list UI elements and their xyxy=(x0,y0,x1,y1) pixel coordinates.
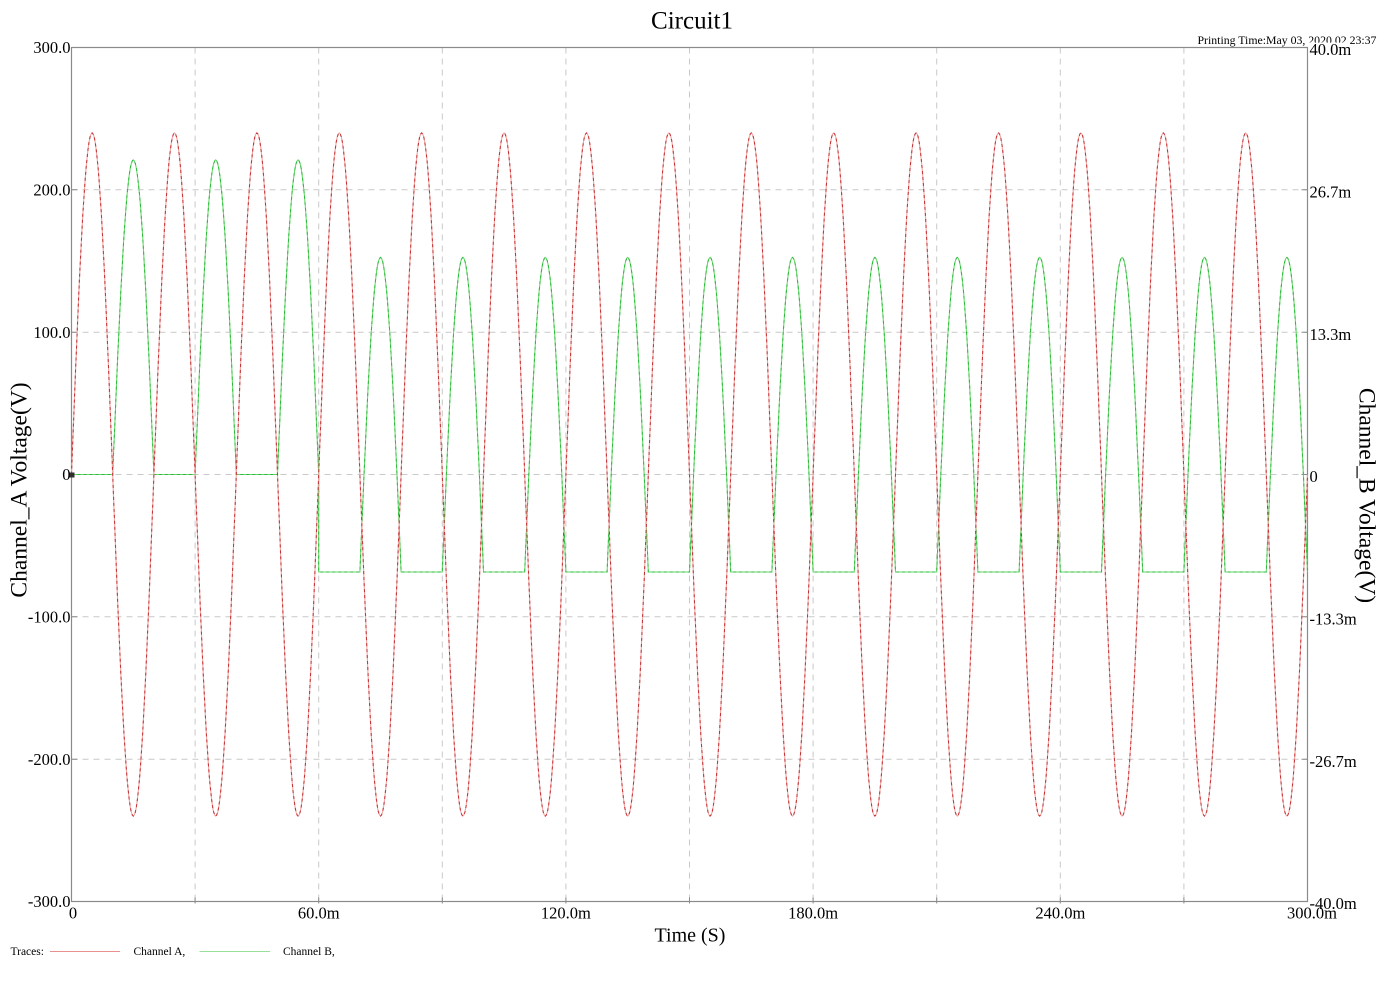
svg-text:-40.0m: -40.0m xyxy=(1310,894,1357,913)
svg-text:Circuit1: Circuit1 xyxy=(651,8,733,35)
svg-text:Time (S): Time (S) xyxy=(655,925,726,947)
svg-text:240.0m: 240.0m xyxy=(1035,904,1085,923)
svg-text:-200.0: -200.0 xyxy=(28,750,71,769)
svg-text:-13.3m: -13.3m xyxy=(1310,609,1357,628)
svg-text:40.0m: 40.0m xyxy=(1310,40,1352,59)
svg-text:200.0: 200.0 xyxy=(33,180,70,199)
svg-text:-26.7m: -26.7m xyxy=(1310,752,1357,771)
svg-text:300.0m: 300.0m xyxy=(1287,904,1337,923)
svg-text:120.0m: 120.0m xyxy=(541,904,591,923)
svg-text:13.3m: 13.3m xyxy=(1310,325,1352,344)
svg-text:26.7m: 26.7m xyxy=(1310,182,1352,201)
svg-text:-100.0: -100.0 xyxy=(28,607,71,626)
svg-text:300.0: 300.0 xyxy=(33,38,70,57)
svg-text:Channel_B Voltage(V): Channel_B Voltage(V) xyxy=(1354,388,1380,603)
svg-text:60.0m: 60.0m xyxy=(298,904,340,923)
svg-text:Channel A,: Channel A, xyxy=(134,946,186,958)
svg-text:180.0m: 180.0m xyxy=(788,904,838,923)
svg-text:0: 0 xyxy=(69,904,77,923)
svg-text:Traces:: Traces: xyxy=(11,946,44,958)
svg-text:-300.0: -300.0 xyxy=(28,892,71,911)
svg-text:100.0: 100.0 xyxy=(33,323,70,342)
svg-text:Channel B,: Channel B, xyxy=(283,946,335,958)
svg-text:0: 0 xyxy=(1310,467,1318,486)
svg-text:Channel_A Voltage(V): Channel_A Voltage(V) xyxy=(7,382,33,597)
svg-text:0: 0 xyxy=(62,465,70,484)
